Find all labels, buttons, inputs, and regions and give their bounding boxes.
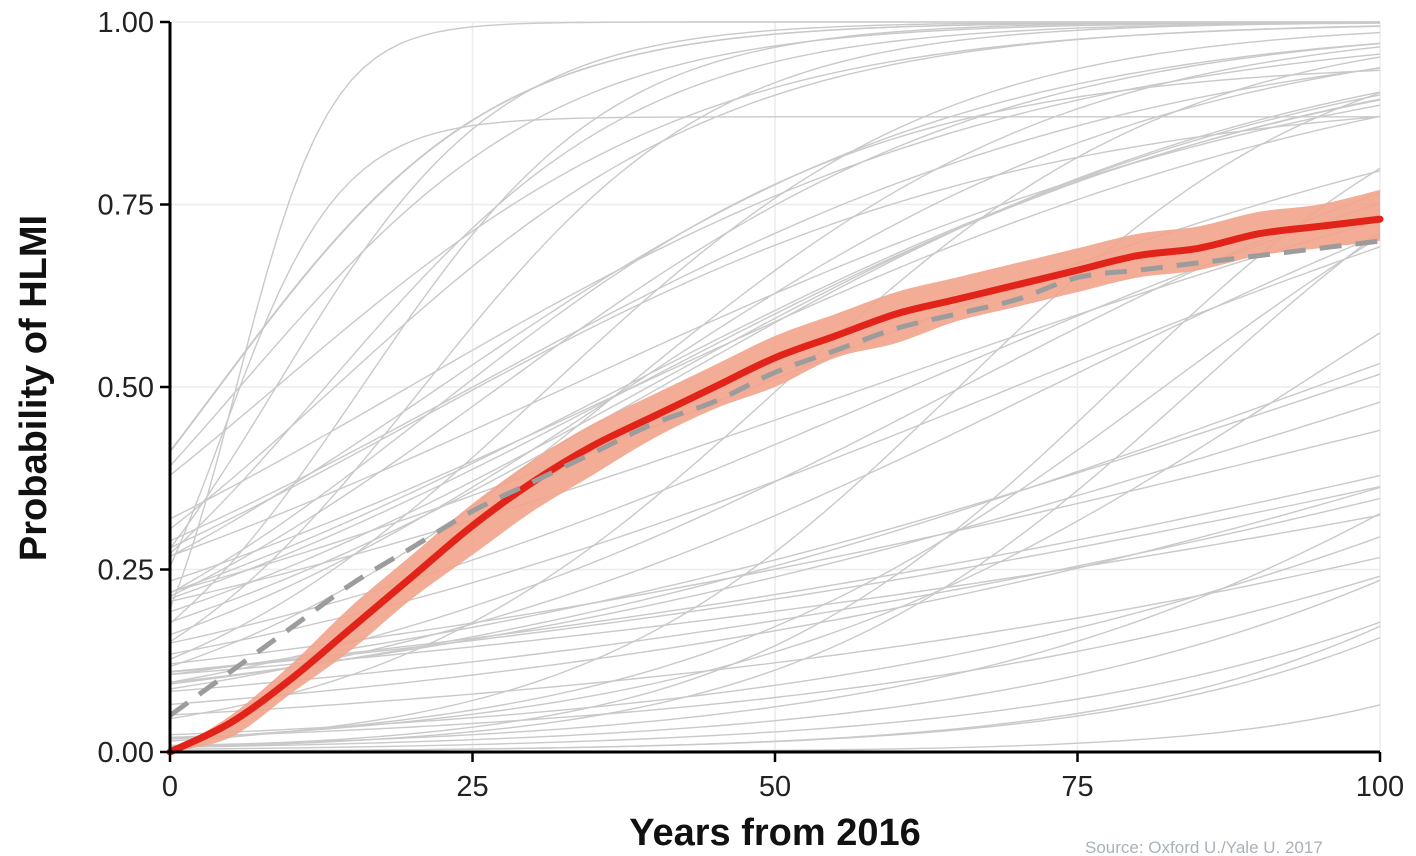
respondent-curves — [169, 21, 1381, 753]
y-tick-label: 1.00 — [98, 7, 154, 39]
respondent-curve — [169, 98, 1381, 600]
respondent-curve — [169, 116, 1380, 568]
x-tick-label: 50 — [759, 771, 791, 803]
respondent-curve — [169, 219, 1381, 603]
y-tick-label: 0.75 — [98, 190, 154, 222]
respondent-curve — [169, 25, 1381, 530]
respondent-curve — [169, 579, 1381, 748]
y-tick-labels: 0.00 0.25 0.50 0.75 1.00 — [98, 7, 154, 769]
respondent-curve — [169, 497, 1381, 693]
respondent-curve — [169, 429, 1381, 665]
respondent-curve — [169, 231, 1381, 748]
x-tick-label: 75 — [1061, 771, 1093, 803]
respondent-curve — [169, 621, 1381, 750]
respondent-curve — [169, 21, 1380, 610]
respondent-curve — [169, 92, 1381, 742]
respondent-curve — [169, 91, 1381, 623]
respondent-curve — [169, 53, 1381, 520]
respondent-curve — [169, 22, 1381, 643]
confidence-band — [170, 189, 1380, 752]
y-tick-label: 0.00 — [98, 737, 154, 769]
respondent-curve — [169, 42, 1381, 598]
respondent-curve — [169, 236, 1381, 740]
respondent-curve — [169, 167, 1381, 748]
respondent-curve — [169, 474, 1381, 673]
respondent-curve — [169, 116, 1381, 549]
respondent-curve — [169, 486, 1381, 673]
y-tick-label: 0.25 — [98, 555, 154, 587]
respondent-curve — [169, 67, 1381, 542]
respondent-curve — [169, 22, 1381, 555]
respondent-curve — [169, 362, 1381, 685]
respondent-curve — [169, 575, 1381, 738]
x-tick-label: 25 — [456, 771, 488, 803]
respondent-curve — [169, 191, 1381, 684]
respondent-curve — [169, 514, 1381, 676]
x-tick-label: 100 — [1356, 771, 1404, 803]
source-note: Source: Oxford U./Yale U. 2017 — [1085, 838, 1323, 856]
respondent-curve — [169, 115, 1381, 582]
respondent-curve — [169, 56, 1381, 720]
respondent-curve — [169, 373, 1381, 676]
x-tick-labels: 0 25 50 75 100 — [162, 771, 1404, 803]
dashed-fit-line — [168, 238, 1381, 718]
respondent-curve — [169, 536, 1381, 736]
respondent-curve — [169, 401, 1381, 684]
x-tick-label: 0 — [162, 771, 178, 803]
x-axis-title: Years from 2016 — [629, 812, 921, 854]
respondent-curve — [169, 486, 1381, 706]
respondent-curve — [169, 556, 1381, 716]
y-tick-label: 0.50 — [98, 372, 154, 404]
y-axis-title: Probability of HLMI — [13, 215, 55, 561]
respondent-curve — [169, 69, 1381, 594]
axes — [160, 20, 1382, 762]
aggregate-forecast-line — [166, 215, 1384, 756]
respondent-curve — [169, 636, 1381, 752]
respondent-curve — [169, 21, 1381, 467]
